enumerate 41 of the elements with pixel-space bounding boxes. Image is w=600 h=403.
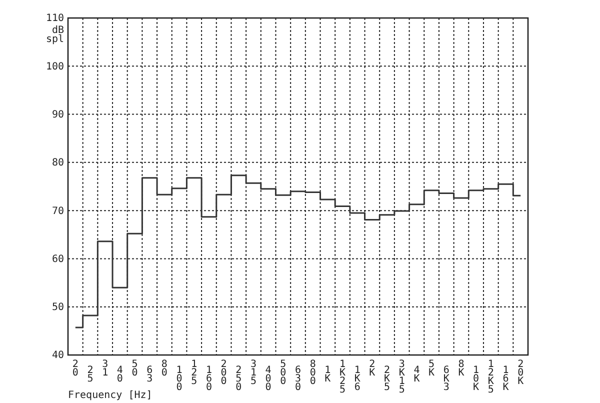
x-tick-label: 250 (236, 365, 242, 393)
x-tick-label: 63 (146, 365, 153, 384)
y-tick-label: 60 (52, 254, 64, 265)
x-tick-label: 2K (369, 359, 376, 378)
x-tick-label: 200 (220, 359, 227, 387)
x-tick-label: 630 (294, 365, 302, 393)
x-tick-label: 50 (132, 359, 138, 378)
x-tick-label: 20 (72, 359, 78, 378)
x-tick-label: 500 (280, 359, 286, 387)
y-tick-label: 70 (52, 206, 64, 217)
y-tick-label: 80 (52, 158, 64, 169)
x-tick-label: 5K (428, 359, 435, 378)
x-tick-label: 25 (87, 365, 94, 384)
x-tick-label: 12K5 (488, 359, 494, 396)
x-tick-label: 4K (414, 365, 420, 384)
x-tick-label: 800 (310, 359, 316, 387)
x-axis-title: Frequency [Hz] (68, 390, 152, 401)
x-tick-label: 80 (161, 359, 168, 378)
y-tick-label: 40 (52, 350, 64, 362)
y-tick-label: 100 (46, 61, 64, 72)
x-tick-label: 160 (206, 365, 212, 393)
x-tick-label: 1K (324, 365, 331, 384)
x-tick-label: 20K (518, 359, 524, 387)
x-tick-label: 40 (116, 365, 123, 384)
x-tick-label: 10K (473, 365, 480, 393)
y-tick-label: 90 (52, 109, 64, 120)
x-tick-label: 400 (265, 365, 272, 393)
x-tick-label: 100 (176, 365, 182, 393)
x-tick-label: 315 (250, 359, 256, 387)
x-tick-label: 3K15 (398, 359, 405, 396)
x-tick-label: 8K (458, 359, 464, 378)
x-tick-label: 1K6 (354, 365, 360, 393)
x-tick-label: 31 (102, 359, 108, 378)
x-tick-label: 16K (502, 365, 509, 393)
y-tick-label: 50 (52, 302, 64, 314)
y-tick-label: 110 (46, 13, 64, 24)
x-tick-label: 2K5 (384, 365, 390, 393)
y-axis-title: dB spl (46, 25, 64, 45)
x-tick-label: 1K25 (340, 359, 346, 396)
x-tick-label: 125 (191, 359, 198, 387)
x-tick-label: 6K3 (443, 365, 450, 393)
